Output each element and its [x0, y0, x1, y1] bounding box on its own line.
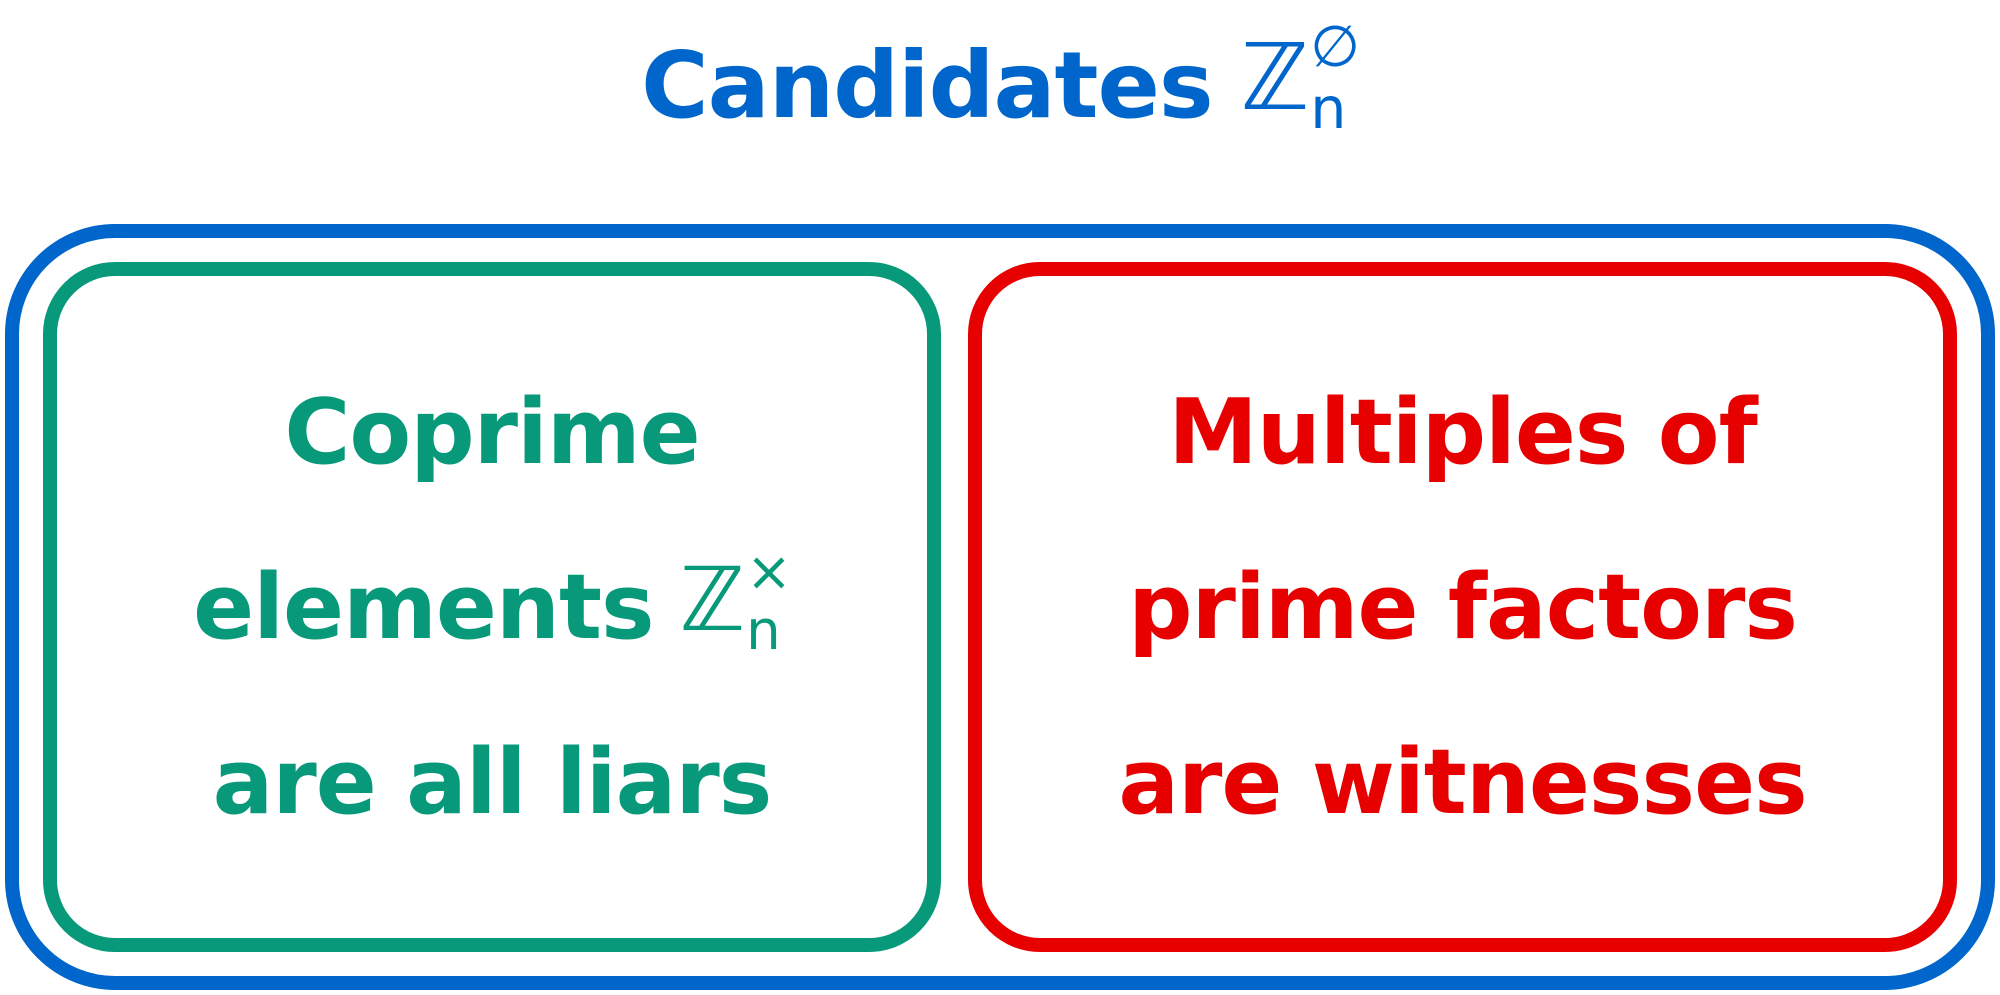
coprime-text: Coprime elements ℤ × n are all liars [57, 276, 927, 938]
elements-label: elements [193, 554, 654, 660]
multiples-line-2: prime factors [1128, 554, 1798, 660]
candidates-symbol: ℤ ∅ n [1240, 19, 1360, 142]
units-group-symbol: ℤ × n [679, 544, 792, 663]
empty-set-superscript: ∅ [1310, 14, 1360, 81]
candidates-title: Candidates ℤ ∅ n [0, 0, 2000, 170]
n-subscript: n [1310, 76, 1346, 142]
candidates-outer-box [5, 224, 1995, 990]
multiples-line-1: Multiples of [1168, 379, 1758, 485]
coprime-line-1: Coprime [284, 379, 700, 485]
times-superscript: × [746, 539, 792, 604]
multiples-box [968, 262, 1957, 952]
candidates-label: Candidates [641, 31, 1214, 139]
integers-mod-n-symbol: ℤ [679, 548, 746, 652]
n-subscript: n [746, 598, 781, 663]
multiples-text: Multiples of prime factors are witnesses [982, 276, 1943, 938]
multiples-line-3: are witnesses [1118, 729, 1807, 835]
coprime-line-2: elements ℤ × n [193, 520, 792, 695]
coprime-line-3: are all liars [212, 729, 773, 835]
integers-mod-n-symbol: ℤ [1240, 23, 1310, 131]
coprime-box [43, 262, 941, 952]
